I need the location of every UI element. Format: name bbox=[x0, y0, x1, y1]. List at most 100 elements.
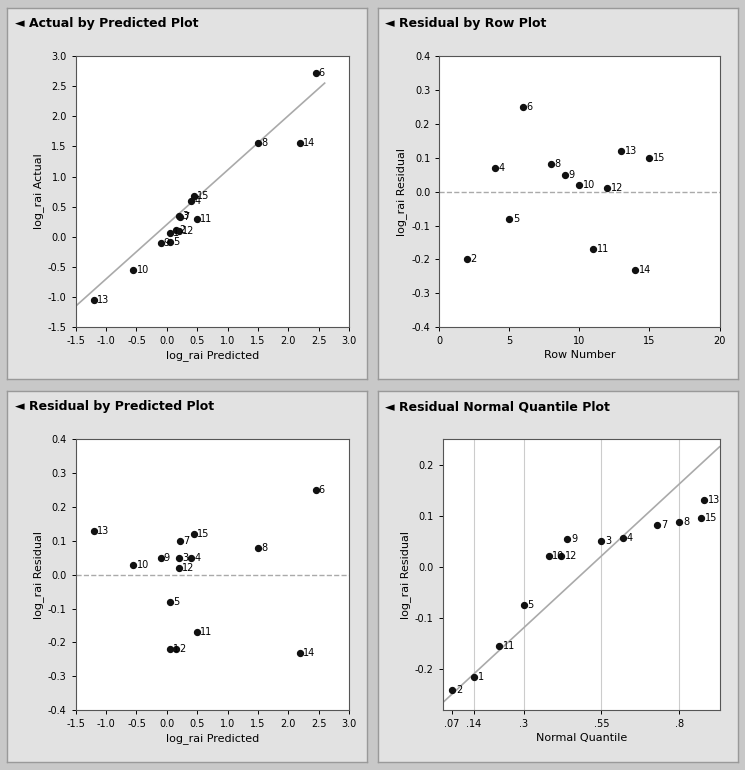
Text: 13: 13 bbox=[708, 495, 720, 505]
Point bbox=[164, 226, 176, 239]
Point bbox=[461, 253, 473, 266]
Text: 8: 8 bbox=[683, 517, 689, 527]
Text: 12: 12 bbox=[565, 551, 577, 561]
Point bbox=[644, 152, 656, 164]
Text: ◄ Residual by Predicted Plot: ◄ Residual by Predicted Plot bbox=[15, 400, 214, 413]
Text: 9: 9 bbox=[164, 553, 170, 563]
Text: 2: 2 bbox=[179, 225, 186, 235]
Text: 15: 15 bbox=[197, 191, 209, 201]
Point bbox=[601, 182, 613, 194]
Point bbox=[294, 647, 306, 659]
Point bbox=[173, 225, 185, 237]
Text: 14: 14 bbox=[639, 265, 651, 275]
Text: 9: 9 bbox=[569, 169, 575, 179]
Point bbox=[615, 145, 627, 157]
Point bbox=[595, 535, 607, 547]
Text: 5: 5 bbox=[527, 601, 533, 611]
Text: 11: 11 bbox=[502, 641, 515, 651]
Point bbox=[651, 519, 663, 531]
Point bbox=[127, 264, 139, 276]
Point bbox=[518, 599, 530, 611]
Point bbox=[164, 643, 176, 655]
Text: 10: 10 bbox=[136, 265, 149, 275]
Point bbox=[88, 524, 100, 537]
Point bbox=[489, 162, 501, 174]
Text: 13: 13 bbox=[97, 526, 110, 536]
Point bbox=[504, 213, 516, 225]
Text: 3: 3 bbox=[182, 553, 188, 563]
Point bbox=[673, 517, 685, 529]
Text: 12: 12 bbox=[182, 226, 194, 236]
Y-axis label: log_rai Actual: log_rai Actual bbox=[33, 154, 44, 229]
Point bbox=[188, 528, 200, 541]
Text: 13: 13 bbox=[625, 146, 637, 156]
Text: 6: 6 bbox=[527, 102, 533, 112]
Point bbox=[698, 494, 710, 507]
Point bbox=[191, 626, 203, 638]
Text: 11: 11 bbox=[200, 214, 212, 224]
Text: ◄ Residual Normal Quantile Plot: ◄ Residual Normal Quantile Plot bbox=[385, 400, 610, 413]
Y-axis label: log_rai Residual: log_rai Residual bbox=[396, 148, 407, 236]
Point bbox=[561, 533, 573, 545]
Text: 2: 2 bbox=[471, 254, 477, 264]
X-axis label: Row Number: Row Number bbox=[544, 350, 615, 360]
Text: ◄ Actual by Predicted Plot: ◄ Actual by Predicted Plot bbox=[15, 17, 198, 30]
Text: 3: 3 bbox=[182, 211, 188, 221]
Point bbox=[170, 223, 182, 236]
Text: 8: 8 bbox=[261, 139, 267, 149]
Text: 4: 4 bbox=[194, 196, 200, 206]
Text: 10: 10 bbox=[136, 560, 149, 570]
Text: 10: 10 bbox=[552, 551, 565, 561]
Text: 7: 7 bbox=[661, 520, 668, 530]
Point bbox=[127, 558, 139, 571]
Point bbox=[310, 67, 322, 79]
Text: 2: 2 bbox=[179, 644, 186, 654]
Point bbox=[492, 640, 504, 652]
Text: ◄ Residual by Row Plot: ◄ Residual by Row Plot bbox=[385, 17, 547, 30]
Point bbox=[542, 550, 554, 562]
Text: 9: 9 bbox=[571, 534, 577, 544]
Point bbox=[630, 263, 641, 276]
Text: 11: 11 bbox=[200, 628, 212, 638]
Point bbox=[252, 541, 264, 554]
Text: 4: 4 bbox=[627, 533, 633, 543]
Y-axis label: log_rai Residual: log_rai Residual bbox=[400, 531, 410, 618]
Point bbox=[173, 209, 185, 222]
Point bbox=[468, 671, 480, 683]
Text: 7: 7 bbox=[183, 536, 189, 546]
Text: 13: 13 bbox=[97, 295, 110, 305]
Text: 15: 15 bbox=[197, 529, 209, 539]
Text: 8: 8 bbox=[261, 543, 267, 553]
Text: 14: 14 bbox=[303, 139, 316, 149]
Point bbox=[88, 294, 100, 306]
Text: 4: 4 bbox=[498, 163, 505, 173]
Point bbox=[446, 684, 458, 696]
Text: 10: 10 bbox=[583, 180, 595, 190]
Point bbox=[174, 211, 186, 223]
Text: 12: 12 bbox=[611, 183, 624, 193]
Text: 9: 9 bbox=[164, 238, 170, 248]
X-axis label: log_rai Predicted: log_rai Predicted bbox=[165, 350, 259, 361]
Point bbox=[155, 236, 167, 249]
Point bbox=[164, 596, 176, 608]
Text: 6: 6 bbox=[319, 485, 325, 495]
Point bbox=[186, 195, 197, 207]
Point bbox=[574, 179, 586, 191]
Point bbox=[191, 213, 203, 225]
Point bbox=[174, 534, 186, 547]
Point bbox=[173, 551, 185, 564]
Point bbox=[695, 512, 707, 524]
Text: 5: 5 bbox=[173, 236, 179, 246]
Text: 11: 11 bbox=[597, 244, 609, 254]
Text: 2: 2 bbox=[456, 685, 462, 695]
Point bbox=[188, 189, 200, 202]
Point bbox=[545, 159, 557, 171]
Text: 5: 5 bbox=[513, 214, 519, 224]
Text: 1: 1 bbox=[173, 644, 179, 654]
Point bbox=[170, 643, 182, 655]
Point bbox=[310, 484, 322, 496]
X-axis label: Normal Quantile: Normal Quantile bbox=[536, 734, 627, 744]
Text: 1: 1 bbox=[173, 228, 179, 238]
Text: 14: 14 bbox=[303, 648, 316, 658]
Text: 8: 8 bbox=[555, 159, 561, 169]
